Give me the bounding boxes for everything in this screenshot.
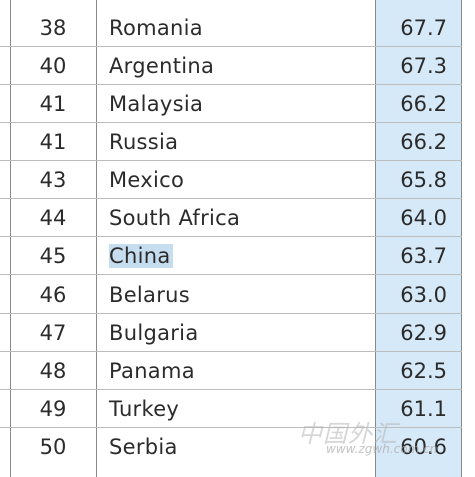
row-divider [0, 427, 462, 428]
row-divider [0, 313, 462, 314]
rank-cell: 46 [39, 283, 67, 307]
score-cell: 60.6 [400, 435, 447, 459]
row-divider [0, 46, 462, 47]
row-divider [0, 351, 462, 352]
rank-cell: 44 [39, 206, 67, 230]
country-cell-selected[interactable]: China [109, 244, 173, 268]
table-row: 41 Malaysia 66.2 [0, 85, 475, 123]
country-cell[interactable]: Russia [109, 130, 179, 154]
table-row: 40 Argentina 67.3 [0, 47, 475, 85]
table-row: 41 Russia 66.2 [0, 123, 475, 161]
table-right-border [461, 0, 462, 477]
country-cell[interactable]: Bulgaria [109, 321, 199, 345]
table-row: 49 Turkey 61.1 [0, 390, 475, 428]
rank-cell: 40 [39, 54, 67, 78]
score-cell: 64.0 [400, 206, 447, 230]
table-row: 43 Mexico 65.8 [0, 161, 475, 199]
rank-cell: 38 [39, 16, 67, 40]
country-cell[interactable]: Romania [109, 16, 203, 40]
score-cell: 61.1 [400, 397, 447, 421]
score-cell: 62.5 [400, 359, 447, 383]
rank-cell: 41 [39, 130, 67, 154]
country-cell[interactable]: South Africa [109, 206, 241, 230]
score-cell: 63.7 [400, 244, 447, 268]
row-divider [0, 84, 462, 85]
score-cell: 65.8 [400, 168, 447, 192]
country-cell[interactable]: Turkey [109, 397, 180, 421]
rank-cell: 45 [39, 244, 67, 268]
table-row: 44 South Africa 64.0 [0, 199, 475, 237]
country-cell[interactable]: Belarus [109, 283, 191, 307]
country-cell[interactable]: Serbia [109, 435, 178, 459]
score-cell: 67.3 [400, 54, 447, 78]
table-row: 46 Belarus 63.0 [0, 276, 475, 314]
table-row: 47 Bulgaria 62.9 [0, 314, 475, 352]
rank-cell: 50 [39, 435, 67, 459]
score-column-divider [375, 0, 376, 477]
row-divider [0, 274, 462, 275]
row-divider [0, 122, 462, 123]
country-cell[interactable]: Argentina [109, 54, 215, 78]
table-left-border [10, 0, 11, 477]
row-divider [0, 160, 462, 161]
score-column-highlight [375, 0, 461, 477]
score-cell: 66.2 [400, 130, 447, 154]
score-cell: 63.0 [400, 283, 447, 307]
rank-cell: 47 [39, 321, 67, 345]
rank-cell: 49 [39, 397, 67, 421]
row-divider [0, 198, 462, 199]
row-divider [0, 236, 462, 237]
table-row: 50 Serbia 60.6 [0, 428, 475, 466]
score-cell: 67.7 [400, 16, 447, 40]
country-cell[interactable]: Panama [109, 359, 195, 383]
rank-column-divider [96, 0, 97, 477]
table-row: 45 China 63.7 [0, 237, 475, 275]
score-cell: 62.9 [400, 321, 447, 345]
rank-cell: 48 [39, 359, 67, 383]
country-cell[interactable]: Mexico [109, 168, 185, 192]
score-cell: 66.2 [400, 92, 447, 116]
row-divider [0, 389, 462, 390]
country-cell[interactable]: Malaysia [109, 92, 204, 116]
table-row: 38 Romania 67.7 [0, 9, 475, 47]
rank-cell: 41 [39, 92, 67, 116]
rank-cell: 43 [39, 168, 67, 192]
table-row: 48 Panama 62.5 [0, 352, 475, 390]
